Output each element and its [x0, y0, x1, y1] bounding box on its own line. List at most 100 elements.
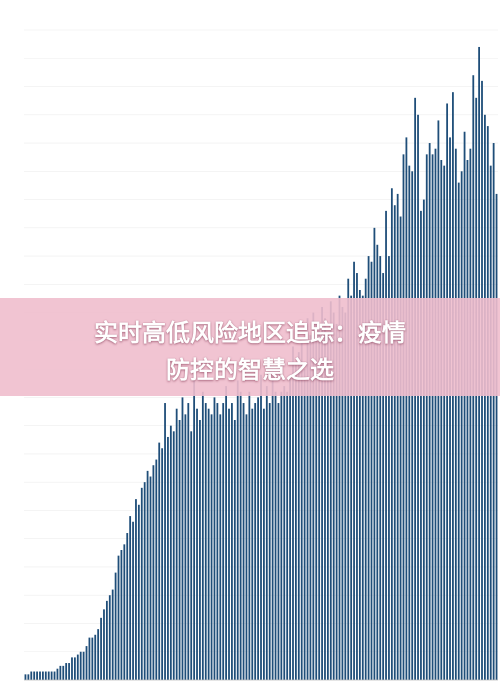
- bar: [184, 414, 187, 680]
- bar: [181, 397, 184, 680]
- bar: [460, 171, 463, 681]
- bar: [199, 420, 201, 680]
- bar: [167, 436, 169, 680]
- bar: [248, 391, 251, 680]
- bar: [233, 420, 236, 680]
- bar: [486, 126, 489, 681]
- bar: [132, 521, 134, 680]
- bar: [225, 386, 227, 680]
- bar: [367, 256, 370, 680]
- bar: [268, 403, 271, 680]
- bar: [126, 533, 129, 680]
- bar: [382, 273, 385, 680]
- bar: [161, 448, 164, 680]
- bar: [263, 408, 265, 680]
- bar: [135, 499, 137, 680]
- bar: [449, 137, 451, 680]
- bar: [286, 391, 289, 680]
- bar: [356, 273, 358, 680]
- bar: [193, 380, 196, 680]
- bar: [385, 210, 387, 680]
- bar: [251, 408, 254, 680]
- bar: [417, 114, 419, 680]
- bar: [303, 369, 306, 680]
- bar: [388, 256, 390, 680]
- bar: [309, 335, 312, 680]
- bar: [390, 188, 393, 680]
- bar: [335, 323, 338, 680]
- bar: [33, 671, 36, 680]
- bar: [489, 165, 492, 680]
- bar: [329, 301, 332, 680]
- bar: [155, 459, 158, 680]
- bar: [105, 600, 108, 680]
- bar: [27, 674, 30, 680]
- bar: [108, 595, 111, 680]
- bar: [274, 391, 277, 680]
- bar: [326, 335, 329, 680]
- bar: [484, 114, 486, 680]
- bar: [152, 465, 155, 680]
- bar: [120, 550, 123, 680]
- bar: [231, 403, 233, 680]
- bar: [187, 403, 190, 680]
- bar: [428, 143, 431, 681]
- bar: [172, 431, 175, 680]
- bar: [312, 312, 315, 680]
- bar: [300, 340, 303, 680]
- bar: [164, 403, 166, 680]
- bar: [178, 420, 181, 680]
- bar: [321, 306, 323, 680]
- bar: [257, 397, 259, 680]
- bar: [265, 386, 268, 680]
- bar: [56, 668, 59, 680]
- bar: [146, 470, 149, 680]
- bar: [30, 671, 33, 680]
- bar: [36, 671, 38, 680]
- bar: [47, 671, 50, 680]
- bar: [196, 408, 198, 680]
- bar: [405, 137, 408, 680]
- bar: [353, 261, 355, 680]
- bar: [143, 482, 146, 680]
- bar: [364, 278, 367, 680]
- bar: [411, 171, 414, 681]
- bar: [129, 516, 132, 680]
- bar: [245, 414, 248, 680]
- bar: [85, 646, 88, 680]
- bar: [73, 657, 76, 680]
- bar: [420, 210, 422, 680]
- banner-headline-line-2: 防控的智慧之选: [166, 356, 334, 384]
- bar: [222, 403, 225, 680]
- bar: [466, 160, 469, 680]
- bar: [201, 391, 204, 680]
- bar: [254, 403, 257, 680]
- bar: [376, 244, 379, 680]
- bar: [149, 476, 152, 680]
- bar: [422, 199, 425, 680]
- bar: [408, 165, 411, 680]
- bar: [123, 544, 126, 680]
- bar: [62, 665, 65, 680]
- bar: [94, 634, 97, 680]
- bar: [24, 674, 27, 680]
- bar: [140, 487, 143, 680]
- bar: [399, 216, 402, 680]
- bar: [271, 374, 274, 680]
- bar: [347, 278, 350, 680]
- bar: [283, 386, 286, 680]
- bar: [492, 143, 495, 681]
- bar: [306, 318, 309, 680]
- bar: [332, 312, 335, 680]
- bar: [318, 329, 321, 680]
- bar: [495, 193, 498, 680]
- bar: [289, 374, 291, 680]
- banner-headline-line-1: 实时高低风险地区追踪：疫情: [94, 319, 406, 347]
- bar: [440, 160, 443, 680]
- bar: [207, 408, 210, 680]
- bar: [204, 403, 207, 680]
- bar: [158, 442, 161, 680]
- bar: [76, 654, 79, 680]
- bar: [361, 295, 364, 680]
- bar: [431, 154, 434, 681]
